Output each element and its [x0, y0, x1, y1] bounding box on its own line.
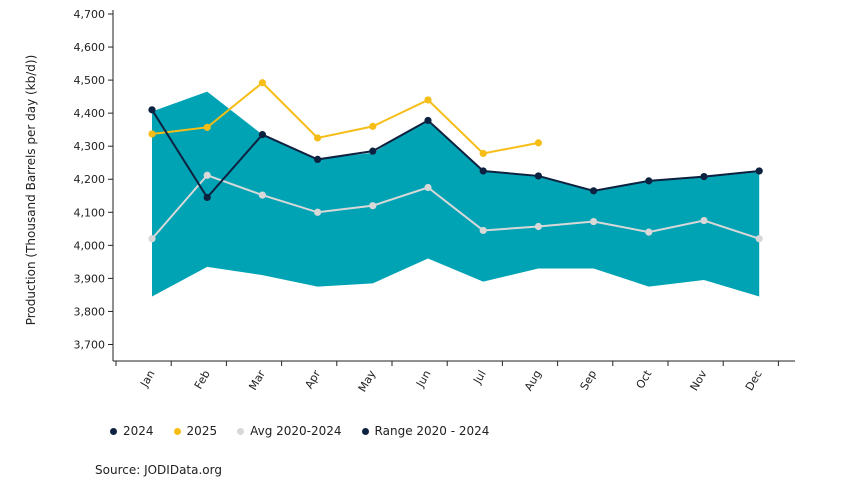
data-point	[534, 172, 543, 180]
y-tick-label: 4,200	[74, 173, 106, 186]
y-tick-label: 4,700	[74, 8, 106, 21]
data-point	[479, 226, 487, 235]
data-point	[424, 116, 432, 125]
legend-marker	[361, 427, 369, 435]
y-tick-label: 3,800	[74, 305, 106, 318]
legend-marker	[237, 427, 245, 435]
y-tick-label: 4,300	[74, 140, 106, 153]
data-point	[590, 217, 598, 226]
data-point	[479, 149, 487, 158]
y-tick-label: 3,900	[74, 272, 106, 285]
data-point	[534, 139, 543, 147]
series-line	[151, 109, 760, 200]
legend-label: 2024	[123, 424, 154, 438]
data-point	[369, 147, 377, 155]
legend: 2024 2025 Avg 2020-2024 Range 2020 - 2024	[110, 424, 489, 438]
legend-label: Range 2020 - 2024	[374, 424, 490, 438]
x-tick-label: Feb	[192, 368, 213, 391]
data-point	[755, 235, 763, 243]
data-point	[314, 208, 322, 216]
y-tick-label: 4,600	[74, 41, 106, 54]
data-point	[203, 193, 211, 202]
data-point	[314, 134, 322, 142]
data-point	[424, 183, 432, 192]
data-point	[534, 222, 543, 231]
y-tick-label: 4,000	[74, 239, 106, 252]
legend-marker	[173, 427, 181, 435]
x-tick-label: Nov	[688, 368, 710, 394]
data-point	[258, 131, 266, 139]
x-tick-label: Sep	[578, 368, 600, 392]
x-tick-label: May	[356, 368, 379, 395]
legend-item: Avg 2020-2024	[237, 424, 342, 438]
data-point	[203, 123, 211, 131]
series-layer	[148, 79, 763, 243]
data-point	[700, 172, 708, 181]
data-point	[645, 177, 653, 185]
series-line	[151, 174, 760, 240]
x-tick-label: Jul	[470, 368, 488, 387]
data-point	[314, 155, 322, 164]
legend-item: 2025	[173, 424, 218, 438]
range-band-layer	[152, 91, 760, 297]
data-point	[148, 130, 156, 138]
data-point	[369, 122, 377, 130]
legend-label: 2025	[186, 424, 218, 438]
y-tick-label: 4,500	[74, 74, 106, 87]
legend-label: Avg 2020-2024	[250, 424, 342, 438]
data-point	[700, 216, 708, 225]
y-axis-label: Production (Thousand Barrels per day (kb…	[24, 55, 38, 326]
series-avg-2020-2024	[148, 171, 763, 243]
series-2024	[148, 106, 763, 202]
legend-marker	[110, 427, 117, 435]
data-point	[424, 96, 432, 104]
x-tick-label: Aug	[522, 368, 544, 393]
x-tick-label: Oct	[634, 367, 655, 391]
series-2025	[148, 79, 543, 158]
data-point	[479, 167, 487, 175]
y-tick-label: 4,400	[74, 107, 106, 120]
range-band	[152, 91, 760, 297]
data-point	[645, 228, 653, 236]
source-note: Source: JODIData.org	[95, 463, 222, 477]
data-point	[369, 202, 377, 210]
data-point	[148, 235, 156, 243]
x-tick-label: Dec	[743, 368, 765, 393]
series-line	[151, 81, 539, 155]
data-point	[203, 171, 211, 179]
data-point	[148, 106, 156, 114]
y-tick-label: 3,700	[74, 338, 106, 351]
x-tick-label: Apr	[302, 368, 323, 391]
legend-item: 2024	[110, 424, 154, 438]
data-point	[755, 167, 763, 175]
data-point	[590, 187, 598, 195]
y-tick-label: 4,100	[74, 206, 106, 219]
x-tick-label: Jan	[137, 368, 157, 390]
data-point	[258, 191, 266, 199]
legend-item: Range 2020 - 2024	[361, 424, 490, 438]
x-tick-label: Mar	[246, 368, 268, 393]
x-tick-label: Jun	[413, 368, 433, 390]
data-point	[258, 79, 266, 87]
